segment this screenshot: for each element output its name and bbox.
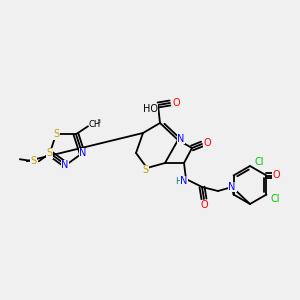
Text: O: O	[203, 138, 211, 148]
Text: N: N	[228, 182, 236, 192]
Text: N: N	[229, 182, 237, 192]
Text: S: S	[53, 129, 59, 139]
Text: Cl: Cl	[254, 157, 264, 167]
Text: CH: CH	[89, 120, 101, 129]
Text: O: O	[200, 200, 208, 210]
Text: HO: HO	[142, 104, 158, 114]
Text: S: S	[47, 148, 53, 158]
Text: O: O	[172, 98, 180, 108]
Text: O: O	[273, 170, 280, 181]
Text: H: H	[175, 176, 181, 185]
Text: Cl: Cl	[271, 194, 280, 203]
Text: 3: 3	[97, 119, 101, 124]
Text: N: N	[80, 148, 87, 158]
Text: N: N	[180, 176, 188, 186]
Text: S: S	[142, 165, 148, 175]
Text: S: S	[31, 156, 37, 166]
Text: N: N	[177, 134, 185, 144]
Text: N: N	[61, 160, 69, 170]
